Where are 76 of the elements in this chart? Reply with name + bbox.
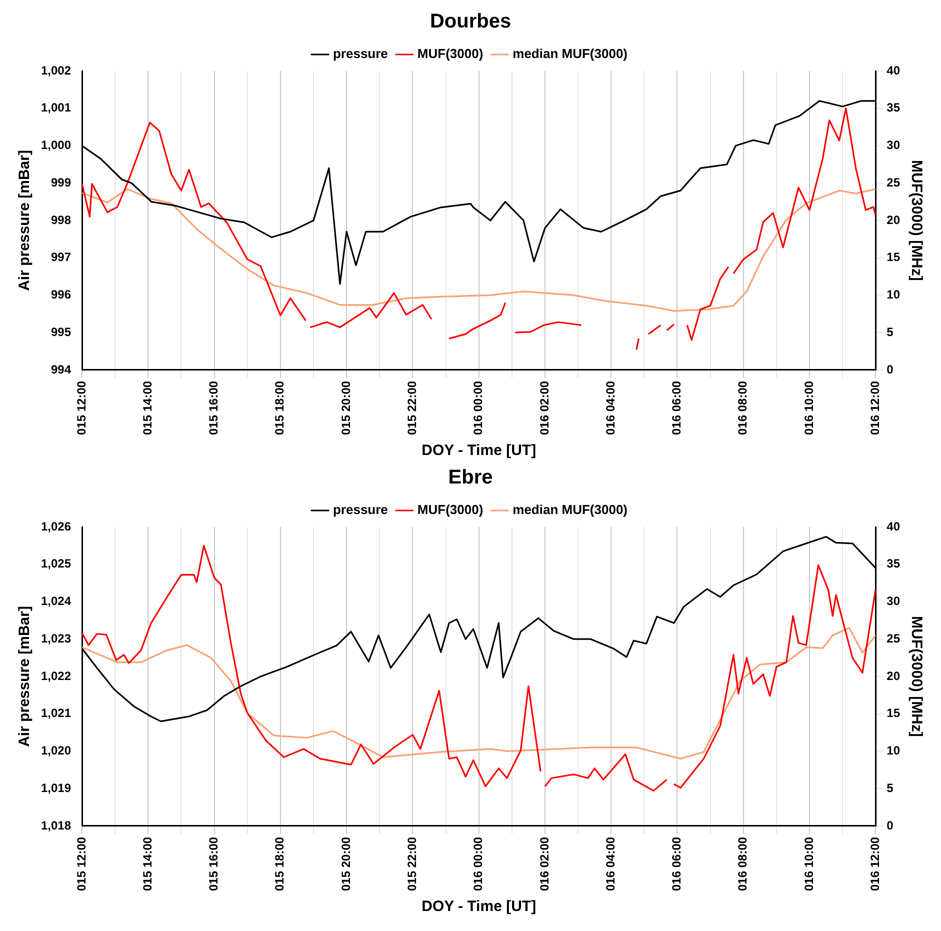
x-tick-label: 016 12:00: [868, 380, 882, 435]
x-tick-label: 016 08:00: [736, 836, 750, 891]
y-tick-label: 995: [51, 324, 72, 339]
x-tick-label: 016 04:00: [603, 836, 618, 891]
y2-tick-label: 10: [886, 288, 900, 302]
y-tick-label: 1,019: [41, 780, 72, 795]
y-tick-label: 1,024: [41, 594, 72, 608]
y2-tick-label: 35: [886, 556, 900, 571]
y-tick-label: 1,026: [41, 519, 72, 534]
x-tick-label: 016 10:00: [802, 380, 816, 435]
y2-tick-label: 35: [886, 100, 900, 115]
legend-label: MUF(3000): [417, 46, 484, 62]
x-tick-label: 016 00:00: [471, 836, 486, 891]
y-tick-label: 1,001: [41, 100, 72, 115]
x-tick-label: 016 06:00: [670, 836, 684, 891]
legend-label: pressure: [332, 46, 388, 62]
legend-label: median MUF(3000): [512, 46, 628, 62]
x-tick-label: 015 12:00: [74, 380, 88, 435]
legend-label: median MUF(3000): [512, 502, 628, 518]
y-tick-label: 1,002: [41, 63, 72, 78]
y-tick-label: 1,000: [41, 138, 72, 152]
chart-title: Dourbes: [430, 10, 512, 33]
y-tick-label: 1,020: [41, 744, 72, 758]
y2-tick-label: 40: [886, 63, 900, 78]
y-tick-label: 1,022: [41, 668, 72, 683]
x-tick-label: 016 12:00: [868, 836, 882, 891]
x-tick-label: 016 08:00: [736, 380, 750, 435]
x-tick-label: 016 10:00: [802, 836, 816, 891]
x-axis-title: DOY - Time [UT]: [422, 442, 536, 460]
y-tick-label: 996: [51, 288, 72, 302]
y2-tick-label: 25: [886, 175, 900, 190]
y2-tick-label: 30: [886, 594, 900, 608]
y-tick-label: 1,018: [41, 818, 72, 832]
x-tick-label: 016 02:00: [537, 836, 552, 891]
x-tick-label: 015 22:00: [405, 836, 420, 891]
y-tick-label: 998: [51, 212, 72, 227]
y-tick-label: 1,025: [41, 556, 72, 571]
y2-tick-label: 30: [886, 138, 900, 152]
y2-tick-label: 0: [886, 818, 894, 832]
x-tick-label: 015 12:00: [74, 836, 88, 891]
x-tick-label: 016 06:00: [670, 380, 684, 435]
x-tick-label: 015 14:00: [140, 836, 154, 891]
y2-tick-label: 5: [886, 780, 894, 795]
y2-tick-label: 5: [886, 324, 894, 339]
y2-tick-label: 20: [886, 212, 900, 227]
legend-label: pressure: [332, 502, 388, 518]
x-tick-label: 015 20:00: [338, 836, 353, 891]
x-tick-label: 016 02:00: [537, 380, 552, 435]
y-tick-label: 997: [51, 250, 72, 264]
y-tick-label: 999: [51, 175, 72, 190]
x-tick-label: 015 18:00: [272, 380, 287, 435]
legend-label: MUF(3000): [417, 502, 484, 518]
chart-title: Ebre: [448, 466, 493, 489]
y2-tick-label: 0: [886, 362, 894, 376]
x-tick-label: 015 16:00: [206, 836, 221, 891]
y2-axis-title: MUF(3000) [MHz]: [908, 616, 925, 737]
y2-axis-title: MUF(3000) [MHz]: [908, 160, 925, 281]
x-tick-label: 015 22:00: [405, 380, 420, 435]
y2-tick-label: 20: [886, 668, 900, 683]
x-tick-label: 015 14:00: [140, 380, 154, 435]
y2-tick-label: 15: [886, 250, 900, 264]
x-tick-label: 016 00:00: [471, 380, 486, 435]
y2-tick-label: 40: [886, 519, 900, 534]
y2-tick-label: 10: [886, 744, 900, 758]
y-tick-label: 994: [51, 362, 72, 376]
y2-tick-label: 15: [886, 706, 900, 720]
x-tick-label: 016 04:00: [603, 380, 618, 435]
x-axis-title: DOY - Time [UT]: [422, 898, 536, 916]
y-tick-label: 1,023: [41, 631, 72, 646]
y-axis-title: Air pressure [mBar]: [16, 150, 34, 291]
x-tick-label: 015 20:00: [338, 380, 353, 435]
y-axis-title: Air pressure [mBar]: [16, 606, 34, 747]
x-tick-label: 015 16:00: [206, 380, 221, 435]
x-tick-label: 015 18:00: [272, 836, 287, 891]
y-tick-label: 1,021: [41, 706, 72, 720]
y2-tick-label: 25: [886, 631, 900, 646]
